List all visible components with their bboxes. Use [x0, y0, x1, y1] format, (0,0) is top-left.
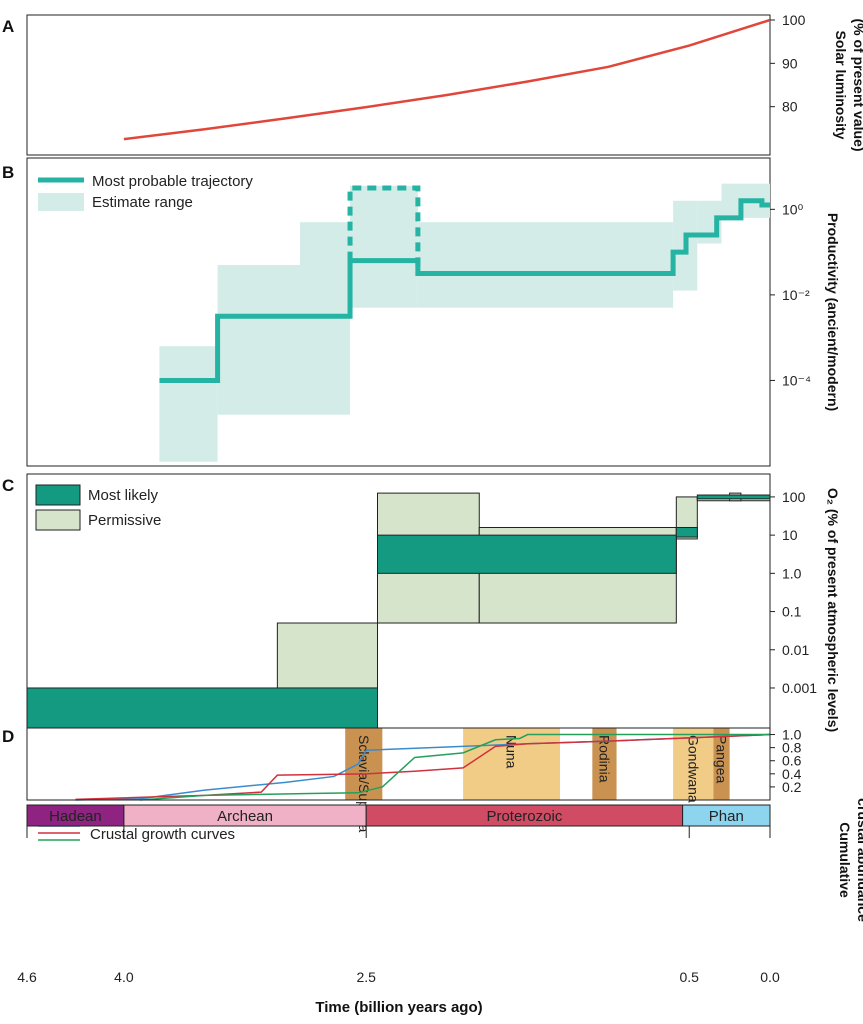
eon-label: Archean [217, 808, 273, 825]
trajectory-dashed-excursion [347, 185, 421, 274]
luminosity-tick-label: 100 [782, 12, 806, 28]
estimate-range-block [417, 222, 674, 308]
panel-d-legend: Crustal growth curves [38, 825, 235, 843]
legend-most-likely-label: Most likely [88, 487, 159, 504]
supercontinent-band [713, 728, 730, 800]
eon-label: Hadean [49, 808, 102, 825]
panel-a-ylabel: Solar luminosity (% of present value) [833, 18, 863, 151]
panel-c: C 100 10 1.0 0.1 0.01 0.001 Most likely Permi… [2, 473, 841, 732]
legend-permissive-swatch [35, 509, 81, 531]
panel-d-ylabel-line2: crustal abundance [855, 798, 863, 922]
productivity-plot [159, 183, 770, 462]
luminosity-tick-label: 80 [782, 99, 798, 115]
panel-b-yticks: 10⁰ 10⁻² 10⁻⁴ [770, 201, 811, 388]
panel-a-ylabel-line1: Solar luminosity [833, 31, 849, 140]
eon-label: Phan [709, 808, 744, 825]
most-probable-trajectory [159, 198, 770, 383]
luminosity-tick-label: 90 [782, 55, 798, 71]
panel-d-frame [26, 727, 771, 801]
eon-label: Proterozoic [486, 808, 562, 825]
panel-b: B 10⁰ 10⁻² 10⁻⁴ Most probable trajectory E… [2, 157, 841, 467]
panel-a-ylabel-line2: (% of present value) [851, 18, 863, 151]
panel-c-legend: Most likely Permissive [35, 484, 161, 531]
legend-range-swatch [38, 193, 84, 211]
panel-letter-c: C [2, 476, 14, 495]
legend-permissive-label: Permissive [88, 512, 161, 529]
panel-b-legend: Most probable trajectory Estimate range [38, 173, 253, 211]
panel-d-yticks: 1.00.80.60.40.2 [770, 727, 802, 795]
x-axis-label: Time (billion years ago) [315, 999, 482, 1016]
luminosity-series [123, 18, 771, 141]
panel-letter-d: D [2, 727, 14, 746]
productivity-tick-label: 10⁰ [782, 201, 804, 217]
panel-a-frame [26, 14, 771, 156]
panel-c-ylabel: O₂ (% of present atmospheric levels) [825, 488, 841, 732]
supercontinent-band [463, 728, 561, 800]
oxygen-tick-label: 0.001 [782, 680, 817, 696]
x-tick-label: 4.6 [17, 969, 37, 985]
estimate-range-block [159, 346, 218, 462]
eon-block [682, 804, 771, 827]
crustal-growth-curve [140, 733, 770, 801]
productivity-tick-label: 10⁻⁴ [782, 372, 811, 388]
o2-most-likely-block [26, 687, 379, 731]
o2-most-likely-block [696, 494, 771, 500]
legend-trajectory-label: Most probable trajectory [92, 173, 253, 190]
oxygen-tick-label: 0.01 [782, 642, 809, 658]
o2-most-likely-block [675, 526, 698, 538]
panel-letter-a: A [2, 17, 14, 36]
legend-range-label: Estimate range [92, 194, 193, 211]
crustal-growth-curve [75, 733, 771, 801]
panel-c-yticks: 100 10 1.0 0.1 0.01 0.001 [770, 489, 817, 696]
oxygen-tick-label: 1.0 [782, 565, 802, 581]
panel-d-ylabel-line1: Cumulative [837, 822, 853, 898]
estimate-range-block [350, 185, 418, 308]
crustal-tick-label: 0.4 [782, 766, 802, 782]
supercontinent-label: Pangea [714, 735, 730, 783]
estimate-range-block [217, 264, 300, 415]
x-tick-label: 0.5 [680, 969, 700, 985]
crustal-tick-label: 0.8 [782, 740, 802, 756]
x-tick-label: 0.0 [760, 969, 780, 985]
crustal-tick-label: 1.0 [782, 727, 802, 743]
o2-permissive-block [276, 622, 379, 689]
luminosity-plot [123, 18, 771, 141]
supercontinent-label: Gondwana [685, 735, 701, 803]
supercontinent-label: Rodinia [596, 735, 612, 783]
x-axis-ticks: 4.6 4.0 2.5 0.5 0.0 [17, 826, 780, 985]
x-tick-label: 4.0 [114, 969, 134, 985]
oxygen-tick-label: 100 [782, 489, 806, 505]
legend-crustal-label: Crustal growth curves [90, 826, 235, 843]
x-tick-label: 2.5 [356, 969, 376, 985]
panel-letter-b: B [2, 163, 14, 182]
panel-a: A 100 90 80 Solar luminosity (% of present… [2, 12, 863, 156]
eon-timeline: Hadean Archean Proterozoic Phan [26, 804, 771, 827]
panel-d-ylabel: Cumulative crustal abundance [837, 798, 863, 922]
supercontinent-label: Nuna [504, 735, 520, 769]
panel-a-yticks: 100 90 80 [770, 12, 806, 115]
crustal-tick-label: 0.2 [782, 779, 802, 795]
oxygen-tick-label: 0.1 [782, 604, 802, 620]
legend-most-likely-swatch [35, 484, 81, 506]
o2-most-likely-block [377, 534, 677, 574]
oxygen-tick-label: 10 [782, 527, 798, 543]
productivity-tick-label: 10⁻² [782, 287, 810, 303]
oxygen-plot [26, 492, 771, 731]
crustal-tick-label: 0.6 [782, 753, 802, 769]
supercontinent-band [592, 728, 617, 800]
supercontinent-band [673, 728, 714, 800]
panel-b-ylabel: Productivity (ancient/modern) [825, 213, 841, 411]
